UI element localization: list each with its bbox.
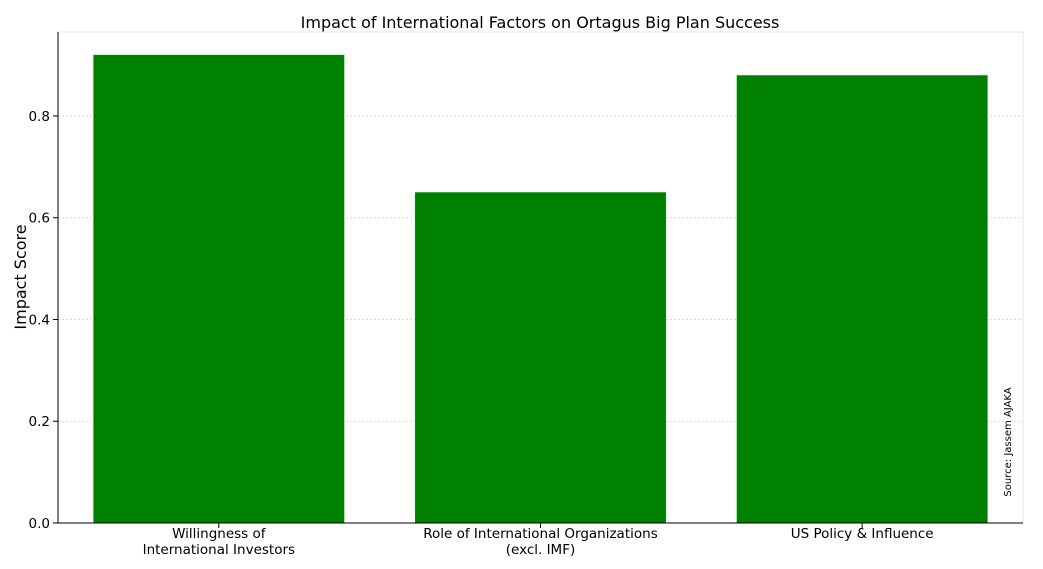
bars — [93, 54, 988, 524]
y-tick-label: 0.2 — [29, 414, 50, 430]
y-ticks: 0.0 0.2 0.4 0.6 0.8 — [29, 109, 58, 532]
bar — [93, 54, 345, 524]
x-tick-label: Role of International Organizations (excl… — [423, 526, 657, 558]
chart-title: Impact of International Factors on Ortag… — [301, 13, 780, 32]
x-tick-label: US Policy & Influence — [791, 526, 934, 542]
y-axis-label: Impact Score — [11, 224, 30, 329]
y-tick-label: 0.8 — [29, 109, 50, 125]
x-ticks: Willingness of International Investors Rol… — [143, 523, 934, 558]
source-annotation: Source: Jassem AJAKA — [1003, 387, 1014, 496]
bar — [415, 192, 666, 524]
bar — [736, 75, 988, 523]
y-tick-label: 0.0 — [29, 516, 50, 532]
x-tick-label: Willingness of International Investors — [143, 526, 295, 558]
y-tick-label: 0.4 — [29, 312, 50, 328]
y-tick-label: 0.6 — [29, 211, 50, 227]
